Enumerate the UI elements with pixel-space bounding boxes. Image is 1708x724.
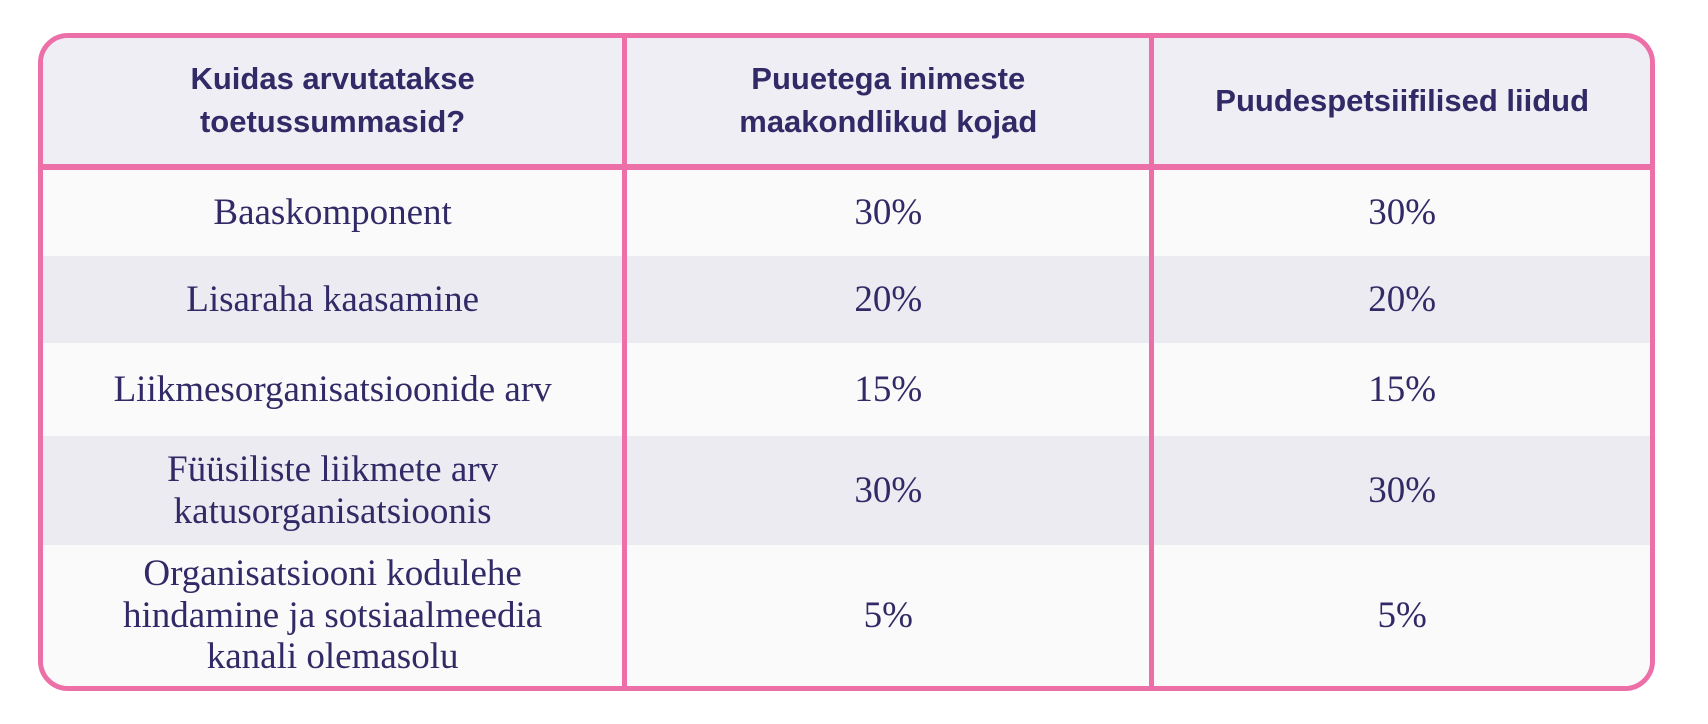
row-label: Füüsiliste liikmete arv katusorganisatsi… (43, 436, 625, 545)
column-header-county-chambers: Puuetega inimeste maakondlikud kojad (622, 38, 1152, 170)
value-cell: 15% (622, 343, 1152, 436)
column-header-criteria-label: Kuidas arvutatakse toetussummasid? (190, 61, 475, 139)
value-cell: 20% (1149, 256, 1650, 343)
row-label: Lisaraha kaasamine (43, 256, 625, 343)
value-cell: 5% (1149, 545, 1650, 686)
value-cell: 30% (1149, 167, 1650, 256)
grant-allocation-table-frame: Kuidas arvutatakse toetussummasid? Puuet… (38, 33, 1655, 691)
value-cell: 15% (1149, 343, 1650, 436)
value-cell: 5% (622, 545, 1152, 686)
column-header-disability-unions: Puudespetsiifilised liidud (1149, 38, 1650, 170)
column-header-disability-unions-label: Puudespetsiifilised liidud (1215, 82, 1590, 118)
value-cell: 30% (1149, 436, 1650, 545)
grant-allocation-table: Kuidas arvutatakse toetussummasid? Puuet… (43, 38, 1650, 686)
table-row-fyysilised-liikmed: Füüsiliste liikmete arv katusorganisatsi… (43, 436, 1650, 545)
row-label: Liikmesorganisatsioonide arv (43, 343, 625, 436)
column-header-criteria: Kuidas arvutatakse toetussummasid? (43, 38, 625, 170)
value-cell: 30% (622, 167, 1152, 256)
row-label: Organisatsiooni kodulehe hindamine ja so… (43, 545, 625, 686)
table-row-liikmesorganisatsioonid: Liikmesorganisatsioonide arv 15% 15% (43, 343, 1650, 436)
table-header: Kuidas arvutatakse toetussummasid? Puuet… (43, 38, 1650, 170)
table-body: Baaskomponent 30% 30% Lisaraha kaasamine… (43, 167, 1650, 686)
header-row: Kuidas arvutatakse toetussummasid? Puuet… (43, 38, 1650, 170)
table-row-koduleht-sotsiaalmeedia: Organisatsiooni kodulehe hindamine ja so… (43, 545, 1650, 686)
row-label: Baaskomponent (43, 167, 625, 256)
column-header-county-chambers-label: Puuetega inimeste maakondlikud kojad (739, 61, 1038, 139)
table-row-lisaraha: Lisaraha kaasamine 20% 20% (43, 256, 1650, 343)
value-cell: 30% (622, 436, 1152, 545)
value-cell: 20% (622, 256, 1152, 343)
table-row-baaskomponent: Baaskomponent 30% 30% (43, 167, 1650, 256)
